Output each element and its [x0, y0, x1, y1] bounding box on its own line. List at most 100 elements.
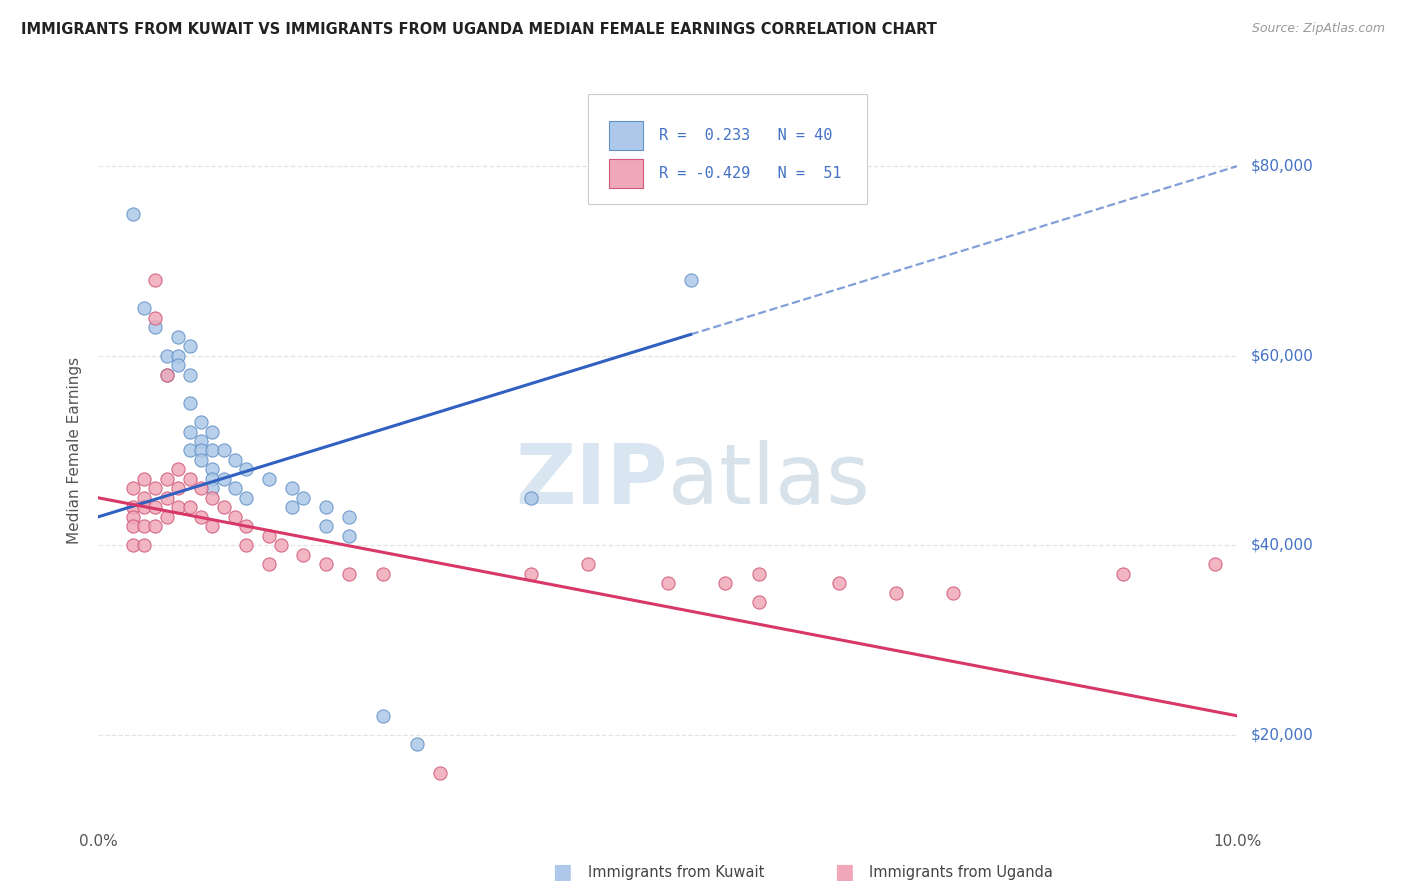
Point	[337, 529, 360, 543]
Point	[145, 481, 167, 495]
Point	[748, 566, 770, 581]
Point	[201, 519, 224, 533]
Point	[576, 557, 599, 572]
Point	[156, 368, 179, 382]
Point	[235, 462, 257, 476]
Point	[167, 481, 190, 495]
Text: atlas: atlas	[668, 441, 869, 521]
Text: Immigrants from Kuwait: Immigrants from Kuwait	[588, 865, 763, 880]
Y-axis label: Median Female Earnings: Median Female Earnings	[67, 357, 83, 544]
Point	[337, 509, 360, 524]
Point	[156, 368, 179, 382]
Point	[235, 538, 257, 552]
Text: ■: ■	[834, 863, 853, 882]
Point	[190, 415, 212, 429]
Point	[201, 462, 224, 476]
Text: Immigrants from Uganda: Immigrants from Uganda	[869, 865, 1053, 880]
Point	[190, 443, 212, 458]
Point	[212, 500, 235, 515]
Point	[520, 566, 543, 581]
Point	[429, 765, 451, 780]
Point	[156, 491, 179, 505]
Point	[373, 566, 395, 581]
Point	[281, 481, 304, 495]
FancyBboxPatch shape	[609, 160, 643, 188]
Point	[259, 472, 281, 486]
Point	[132, 538, 155, 552]
Point	[884, 585, 907, 599]
Point	[406, 737, 429, 751]
Point	[212, 472, 235, 486]
Point	[167, 349, 190, 363]
Point	[132, 519, 155, 533]
Point	[179, 339, 201, 353]
Text: $20,000: $20,000	[1251, 727, 1315, 742]
Point	[121, 519, 143, 533]
Point	[828, 576, 851, 591]
Point	[179, 472, 201, 486]
Point	[132, 301, 155, 316]
Point	[190, 434, 212, 448]
Point	[270, 538, 292, 552]
Point	[337, 566, 360, 581]
Point	[145, 519, 167, 533]
Point	[167, 358, 190, 372]
Point	[212, 443, 235, 458]
Point	[132, 500, 155, 515]
Point	[315, 519, 337, 533]
Point	[201, 491, 224, 505]
Point	[179, 396, 201, 410]
Point	[121, 481, 143, 495]
Point	[259, 529, 281, 543]
Point	[281, 500, 304, 515]
Point	[179, 425, 201, 439]
Point	[259, 557, 281, 572]
Point	[167, 500, 190, 515]
Text: $40,000: $40,000	[1251, 538, 1315, 553]
Text: R =  0.233   N = 40: R = 0.233 N = 40	[659, 128, 832, 144]
Point	[292, 491, 315, 505]
Point	[121, 538, 143, 552]
Point	[1204, 557, 1226, 572]
Point	[201, 443, 224, 458]
Point	[121, 509, 143, 524]
Point	[156, 509, 179, 524]
Point	[190, 481, 212, 495]
Point	[156, 349, 179, 363]
Point	[714, 576, 737, 591]
FancyBboxPatch shape	[609, 121, 643, 150]
Point	[1112, 566, 1135, 581]
Point	[167, 462, 190, 476]
Point	[145, 273, 167, 287]
Point	[145, 500, 167, 515]
Point	[190, 509, 212, 524]
Point	[179, 500, 201, 515]
Point	[235, 519, 257, 533]
Point	[373, 708, 395, 723]
Point	[520, 491, 543, 505]
Point	[201, 425, 224, 439]
Point	[132, 472, 155, 486]
Point	[201, 472, 224, 486]
Point	[235, 491, 257, 505]
Point	[190, 453, 212, 467]
Point	[145, 310, 167, 325]
FancyBboxPatch shape	[588, 95, 868, 204]
Point	[679, 273, 702, 287]
Point	[315, 557, 337, 572]
Point	[179, 368, 201, 382]
Point	[315, 500, 337, 515]
Point	[748, 595, 770, 609]
Point	[224, 509, 246, 524]
Point	[156, 472, 179, 486]
Text: ZIP: ZIP	[516, 441, 668, 521]
Point	[145, 320, 167, 334]
Point	[657, 576, 679, 591]
Point	[121, 500, 143, 515]
Text: ■: ■	[553, 863, 572, 882]
Point	[179, 443, 201, 458]
Text: IMMIGRANTS FROM KUWAIT VS IMMIGRANTS FROM UGANDA MEDIAN FEMALE EARNINGS CORRELAT: IMMIGRANTS FROM KUWAIT VS IMMIGRANTS FRO…	[21, 22, 936, 37]
Point	[201, 481, 224, 495]
Point	[224, 481, 246, 495]
Text: Source: ZipAtlas.com: Source: ZipAtlas.com	[1251, 22, 1385, 36]
